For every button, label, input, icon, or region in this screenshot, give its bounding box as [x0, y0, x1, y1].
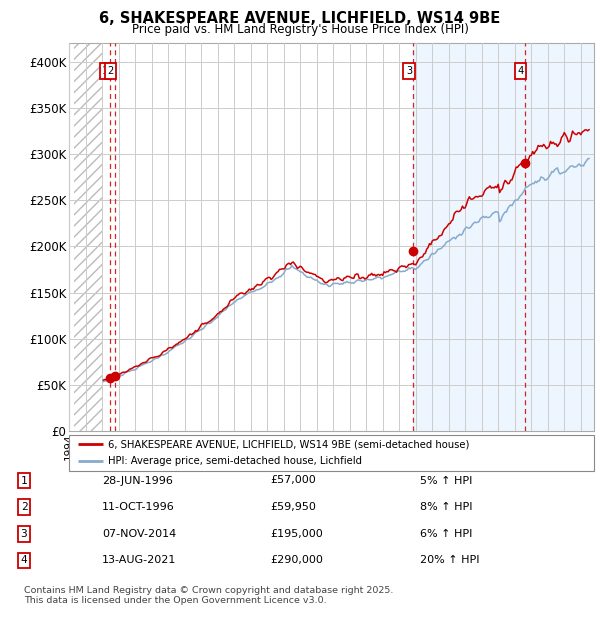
Text: £57,000: £57,000 — [270, 476, 316, 485]
Text: 6% ↑ HPI: 6% ↑ HPI — [420, 529, 472, 539]
Text: £290,000: £290,000 — [270, 556, 323, 565]
Text: 4: 4 — [517, 66, 524, 76]
Text: 28-JUN-1996: 28-JUN-1996 — [102, 476, 173, 485]
Text: 8% ↑ HPI: 8% ↑ HPI — [420, 502, 473, 512]
Text: 5% ↑ HPI: 5% ↑ HPI — [420, 476, 472, 485]
Text: 13-AUG-2021: 13-AUG-2021 — [102, 556, 176, 565]
Text: 1: 1 — [20, 476, 28, 485]
Text: 2: 2 — [20, 502, 28, 512]
Text: 4: 4 — [20, 556, 28, 565]
Text: 11-OCT-1996: 11-OCT-1996 — [102, 502, 175, 512]
Text: 6, SHAKESPEARE AVENUE, LICHFIELD, WS14 9BE (semi-detached house): 6, SHAKESPEARE AVENUE, LICHFIELD, WS14 9… — [109, 439, 470, 450]
Text: £59,950: £59,950 — [270, 502, 316, 512]
Text: Price paid vs. HM Land Registry's House Price Index (HPI): Price paid vs. HM Land Registry's House … — [131, 23, 469, 36]
FancyBboxPatch shape — [69, 435, 594, 471]
Text: 20% ↑ HPI: 20% ↑ HPI — [420, 556, 479, 565]
Text: 3: 3 — [406, 66, 412, 76]
Text: 3: 3 — [20, 529, 28, 539]
Bar — [74, 43, 102, 431]
Text: HPI: Average price, semi-detached house, Lichfield: HPI: Average price, semi-detached house,… — [109, 456, 362, 466]
Text: £195,000: £195,000 — [270, 529, 323, 539]
Text: Contains HM Land Registry data © Crown copyright and database right 2025.
This d: Contains HM Land Registry data © Crown c… — [24, 586, 394, 605]
Text: 07-NOV-2014: 07-NOV-2014 — [102, 529, 176, 539]
Text: 2: 2 — [107, 66, 113, 76]
Text: 6, SHAKESPEARE AVENUE, LICHFIELD, WS14 9BE: 6, SHAKESPEARE AVENUE, LICHFIELD, WS14 9… — [100, 11, 500, 26]
Bar — [413, 43, 594, 431]
Text: 1: 1 — [102, 66, 109, 76]
